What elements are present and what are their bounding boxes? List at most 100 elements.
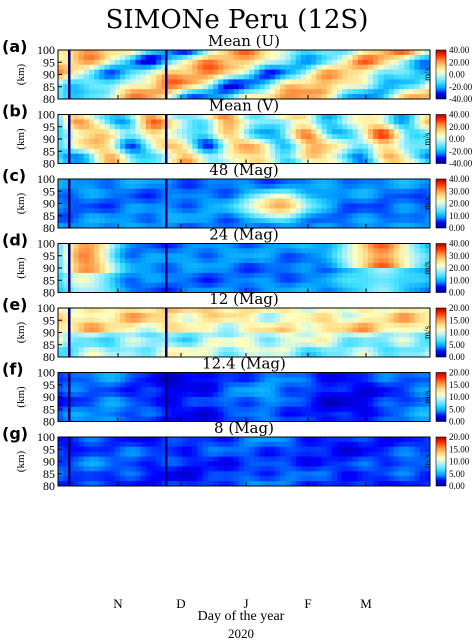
heatmap-cell (218, 183, 224, 190)
heatmap-cell (187, 397, 193, 403)
heatmap-cell (176, 79, 183, 85)
heatmap-cell (135, 411, 142, 417)
heatmap-cell (331, 248, 338, 254)
heatmap-cell (326, 387, 333, 393)
heatmap-cell (130, 139, 136, 145)
heatmap-cell (156, 218, 162, 224)
heatmap-cell (362, 258, 369, 264)
heatmap-cell (393, 183, 400, 190)
heatmap-cell (249, 213, 255, 219)
data-gap (68, 50, 71, 99)
heatmap-cell (404, 322, 410, 328)
heatmap-cell (176, 148, 183, 155)
heatmap-cell (414, 248, 421, 254)
heatmap-cell (373, 148, 379, 155)
heatmap-cell (244, 50, 250, 56)
heatmap-cell (331, 272, 338, 279)
heatmap-cell (89, 451, 95, 457)
heatmap-cell (182, 461, 188, 467)
heatmap-cell (306, 54, 312, 61)
heatmap-cell (388, 89, 395, 95)
heatmap-cell (99, 317, 105, 324)
heatmap-cell (373, 387, 379, 393)
heatmap-cell (275, 134, 281, 140)
heatmap-cell (249, 158, 255, 164)
heatmap-cell (383, 411, 390, 417)
heatmap-cell (373, 461, 379, 467)
heatmap-cell (120, 54, 126, 61)
heatmap-cell (197, 139, 204, 145)
heatmap-cell (326, 198, 333, 204)
heatmap-cell (223, 223, 229, 229)
heatmap-cell (357, 129, 364, 135)
heatmap-cell (140, 179, 147, 185)
heatmap-cell (89, 94, 95, 100)
heatmap-cell (378, 401, 384, 408)
heatmap-cell (347, 342, 353, 348)
heatmap-cell (404, 352, 410, 358)
heatmap-cell (424, 337, 431, 343)
heatmap-cell (300, 287, 307, 293)
panel-d: (d) 24 (Mag)(km)1009590858040.0030.0020.0… (2, 226, 470, 300)
heatmap-cell (342, 153, 348, 159)
heatmap-cell (290, 441, 297, 448)
heatmap-cell (383, 308, 390, 314)
heatmap-cell (166, 94, 173, 100)
heatmap-cell (290, 352, 297, 358)
heatmap-cell (73, 441, 80, 448)
heatmap-cell (156, 193, 162, 199)
heatmap-cell (125, 437, 131, 443)
heatmap-cell (362, 327, 369, 333)
heatmap-cell (404, 372, 410, 378)
heatmap-cell (89, 461, 95, 467)
heatmap-cell (275, 327, 281, 333)
heatmap-cell (275, 69, 281, 75)
heatmap-cell (368, 84, 374, 90)
heatmap-cell (83, 69, 90, 75)
heatmap-cell (130, 158, 136, 164)
heatmap-cell (151, 392, 157, 398)
heatmap-cell (280, 119, 286, 125)
heatmap-cell (419, 382, 426, 388)
heatmap-cell (94, 347, 100, 353)
heatmap-cell (68, 342, 74, 348)
heatmap-cell (414, 268, 421, 274)
heatmap-cell (342, 437, 348, 443)
heatmap-cell (223, 59, 229, 66)
heatmap-cell (352, 119, 359, 125)
heatmap-cell (161, 287, 167, 293)
heatmap-cell (99, 124, 105, 130)
heatmap-cell (94, 263, 100, 269)
heatmap-cell (316, 272, 322, 279)
heatmap-cell (300, 397, 307, 403)
heatmap-cell (99, 54, 105, 61)
heatmap-cell (373, 456, 379, 462)
heatmap-cell (58, 437, 64, 443)
heatmap-cell (104, 347, 111, 353)
heatmap-cell (140, 317, 147, 324)
heatmap-cell (244, 183, 250, 190)
heatmap-cell (378, 437, 384, 443)
heatmap-cell (275, 451, 281, 457)
heatmap-cell (114, 317, 121, 324)
heatmap-cell (161, 59, 167, 66)
heatmap-cell (197, 84, 204, 90)
heatmap-cell (125, 253, 131, 259)
heatmap-cell (63, 129, 69, 135)
heatmap-cell (378, 441, 384, 448)
heatmap-cell (424, 248, 431, 254)
heatmap-cell (207, 84, 214, 90)
heatmap-cell (300, 253, 307, 259)
heatmap-cell (171, 258, 178, 264)
heatmap-cell (125, 337, 131, 343)
heatmap-cell (135, 397, 142, 403)
heatmap-cell (316, 397, 322, 403)
heatmap-cell (171, 179, 178, 185)
heatmap-cell (311, 347, 317, 353)
heatmap-cell (166, 401, 173, 408)
heatmap-cell (120, 268, 126, 274)
heatmap-cell (73, 59, 80, 66)
heatmap-cell (290, 411, 297, 417)
heatmap-cell (244, 268, 250, 274)
heatmap-cell (306, 406, 312, 413)
